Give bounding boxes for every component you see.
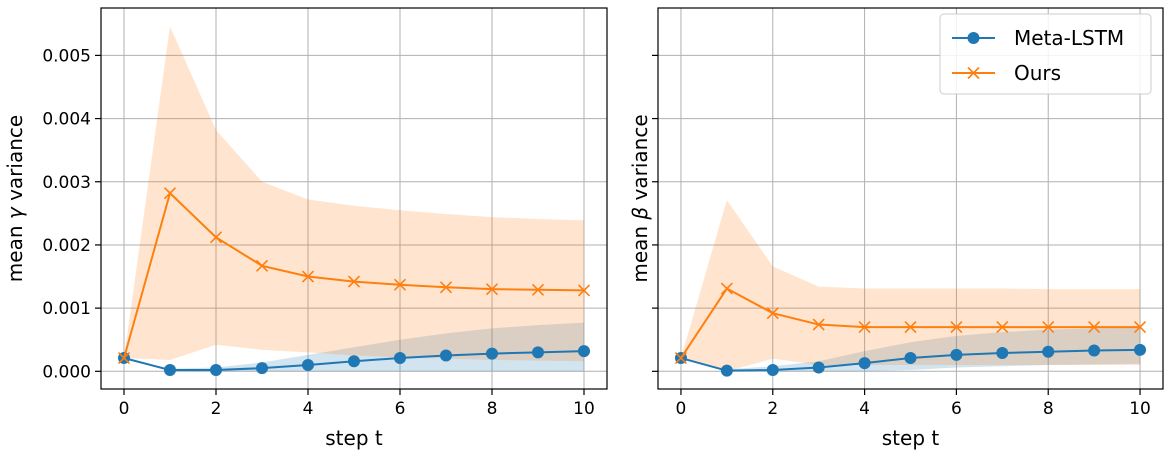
legend-marker-ours (967, 66, 980, 80)
point-ours-6 (393, 278, 407, 291)
point-ours-8 (1042, 321, 1055, 334)
x-tick-label-1: 2 (767, 399, 778, 419)
point-ours-9 (531, 283, 545, 296)
x-tick-label-5: 10 (1129, 399, 1151, 419)
x-tick-label-0: 0 (119, 399, 130, 419)
point-meta-lstm-1 (164, 364, 176, 377)
point-ours-6 (950, 321, 963, 334)
point-meta-lstm-2 (210, 364, 222, 377)
legend: Meta-LSTM Ours (939, 13, 1152, 95)
point-meta-lstm-9 (1088, 344, 1101, 357)
legend-marker-meta-lstm (967, 32, 980, 44)
y-tick-label-1: 0.001 (42, 299, 91, 319)
x-axis-label: step t (325, 426, 383, 450)
plot-frame (100, 7, 608, 390)
point-ours-5 (904, 321, 917, 334)
x-tick-label-4: 8 (487, 399, 498, 419)
point-ours-7 (996, 321, 1009, 334)
point-ours-1 (163, 187, 177, 200)
point-meta-lstm-2 (766, 364, 779, 377)
point-meta-lstm-6 (394, 352, 406, 365)
y-axis-label: mean β variance (628, 114, 652, 282)
point-meta-lstm-4 (858, 357, 871, 370)
y-axis-label: mean γ variance (3, 115, 27, 282)
point-ours-4 (301, 270, 315, 283)
point-ours-3 (255, 259, 269, 272)
band-meta-lstm (680, 327, 1141, 372)
point-meta-lstm-5 (904, 352, 917, 365)
y-tick-label-3: 0.003 (42, 173, 91, 193)
point-meta-lstm-7 (996, 346, 1009, 359)
plot-frame (657, 7, 1164, 390)
legend-label-ours: Ours (1014, 61, 1061, 85)
point-ours-1 (720, 282, 733, 295)
point-ours-2 (209, 231, 223, 244)
x-tick-label-5: 10 (573, 399, 595, 419)
x-tick-label-4: 8 (1043, 399, 1054, 419)
panel-gamma: 0 2 4 6 8 10 0.000 0.001 0.002 0.003 0.004 0.005 ste… (3, 7, 608, 450)
point-ours-10 (577, 284, 591, 297)
point-meta-lstm-8 (1042, 345, 1055, 358)
y-tick-label-2: 0.002 (42, 236, 91, 256)
y-axis-label-prefix: mean (628, 220, 652, 283)
x-tick-label-0: 0 (676, 399, 687, 419)
point-ours-10 (1133, 321, 1147, 334)
point-meta-lstm-4 (302, 358, 314, 371)
y-axis-label-prefix: mean (3, 219, 27, 282)
point-ours-0 (117, 351, 131, 365)
point-meta-lstm-10 (1134, 343, 1147, 356)
point-ours-4 (858, 321, 871, 334)
x-tick-label-3: 6 (951, 399, 962, 419)
y-axis-label-symbol: β (628, 207, 652, 221)
point-ours-8 (485, 283, 499, 296)
point-meta-lstm-3 (256, 362, 268, 375)
band-meta-lstm (124, 322, 584, 372)
point-ours-0 (674, 351, 688, 365)
point-meta-lstm-3 (812, 361, 825, 374)
point-meta-lstm-10 (578, 345, 590, 358)
x-tick-label-1: 2 (211, 399, 222, 419)
point-ours-3 (812, 318, 825, 331)
y-axis-label-suffix: variance (628, 114, 652, 206)
legend-label-meta-lstm: Meta-LSTM (1014, 26, 1124, 50)
point-ours-9 (1088, 321, 1101, 334)
point-meta-lstm-1 (720, 364, 733, 377)
panel-beta: 0 2 4 6 8 10 step t mean β variance (628, 7, 1164, 450)
band-ours (680, 200, 1141, 372)
y-axis-label-suffix: variance (3, 115, 27, 207)
point-meta-lstm-6 (950, 348, 963, 361)
point-meta-lstm-9 (532, 346, 544, 359)
x-tick-label-3: 6 (395, 399, 406, 419)
y-tick-label-4: 0.004 (42, 110, 91, 130)
y-tick-label-0: 0.000 (42, 362, 91, 382)
x-tick-label-2: 4 (303, 399, 314, 419)
point-meta-lstm-7 (440, 349, 452, 362)
point-meta-lstm-5 (348, 355, 360, 368)
x-tick-label-2: 4 (859, 399, 870, 419)
point-ours-7 (439, 281, 453, 294)
x-axis-label: step t (882, 426, 940, 450)
band-ours (124, 26, 584, 362)
point-ours-5 (347, 275, 361, 288)
point-meta-lstm-8 (486, 347, 498, 360)
y-tick-label-5: 0.005 (42, 46, 91, 66)
point-ours-2 (766, 307, 779, 320)
y-axis-label-symbol: γ (3, 206, 27, 219)
